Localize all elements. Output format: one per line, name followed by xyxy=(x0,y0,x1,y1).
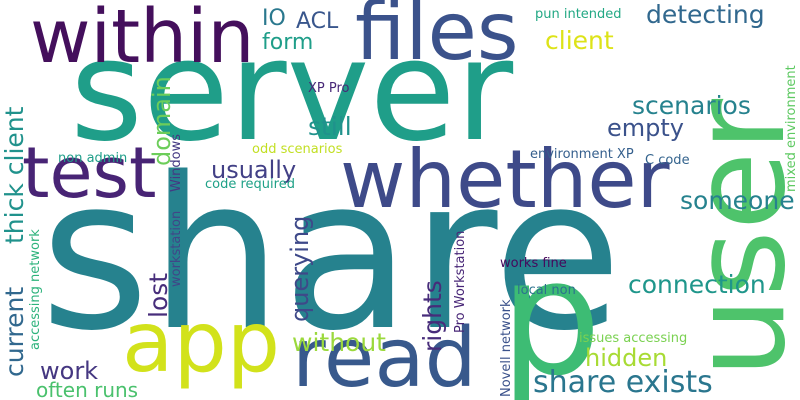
word-acl: ACL xyxy=(296,9,339,34)
word-within: within xyxy=(30,0,255,80)
word-client: client xyxy=(545,26,614,55)
word-pro-workstation: Pro Workstation xyxy=(453,230,468,333)
word-form: form xyxy=(262,30,314,55)
word-non-admin: non admin xyxy=(58,151,128,166)
word-often-runs: often runs xyxy=(36,378,139,400)
word-work: work xyxy=(40,357,99,385)
word-files: files xyxy=(355,0,519,78)
word-share-exists: share exists xyxy=(533,365,713,400)
word-c-code: C code xyxy=(645,153,690,168)
word-code-required: code required xyxy=(205,177,295,192)
word-xp-pro: XP Pro xyxy=(308,81,350,96)
word-odd-scenarios: odd scenarios xyxy=(252,142,343,157)
word-io: IO xyxy=(262,6,286,31)
word-server: server xyxy=(70,10,514,173)
word-share: share xyxy=(40,132,623,377)
word-test: test xyxy=(22,132,157,214)
word-lost: lost xyxy=(144,272,173,318)
word-pun-intended: pun intended xyxy=(535,7,622,22)
word-still: still xyxy=(308,112,352,141)
word-querying: querying xyxy=(286,215,314,322)
word-windows: Windows xyxy=(169,133,184,192)
word-scenarios: scenarios xyxy=(632,91,751,120)
word-rights: rights xyxy=(418,280,447,352)
word-p: p xyxy=(500,224,602,400)
word-empty: empty xyxy=(607,114,684,142)
word-usually: usually xyxy=(211,156,297,184)
word-read: read xyxy=(292,311,477,400)
word-app: app xyxy=(122,293,281,391)
word-works-fine: works fine xyxy=(500,256,567,271)
word-detecting: detecting xyxy=(646,0,765,29)
word-user: user xyxy=(665,98,800,378)
word-local-non: local non xyxy=(517,283,576,298)
word-without: without xyxy=(292,328,386,357)
word-environment-xp: environment XP xyxy=(530,147,634,162)
word-novell-network: Novell network xyxy=(499,299,514,397)
word-hidden: hidden xyxy=(585,344,668,372)
word-mixed-environment: mixed environment xyxy=(784,65,799,192)
word-issues-accessing: issues accessing xyxy=(579,331,688,346)
word-accessing-network: accessing network xyxy=(28,229,43,350)
word-whether: whether xyxy=(340,133,670,226)
word-thick-client: thick client xyxy=(0,106,29,244)
word-someone: someone xyxy=(680,186,795,215)
word-current: current xyxy=(0,286,29,377)
word-connection: connection xyxy=(628,270,766,299)
